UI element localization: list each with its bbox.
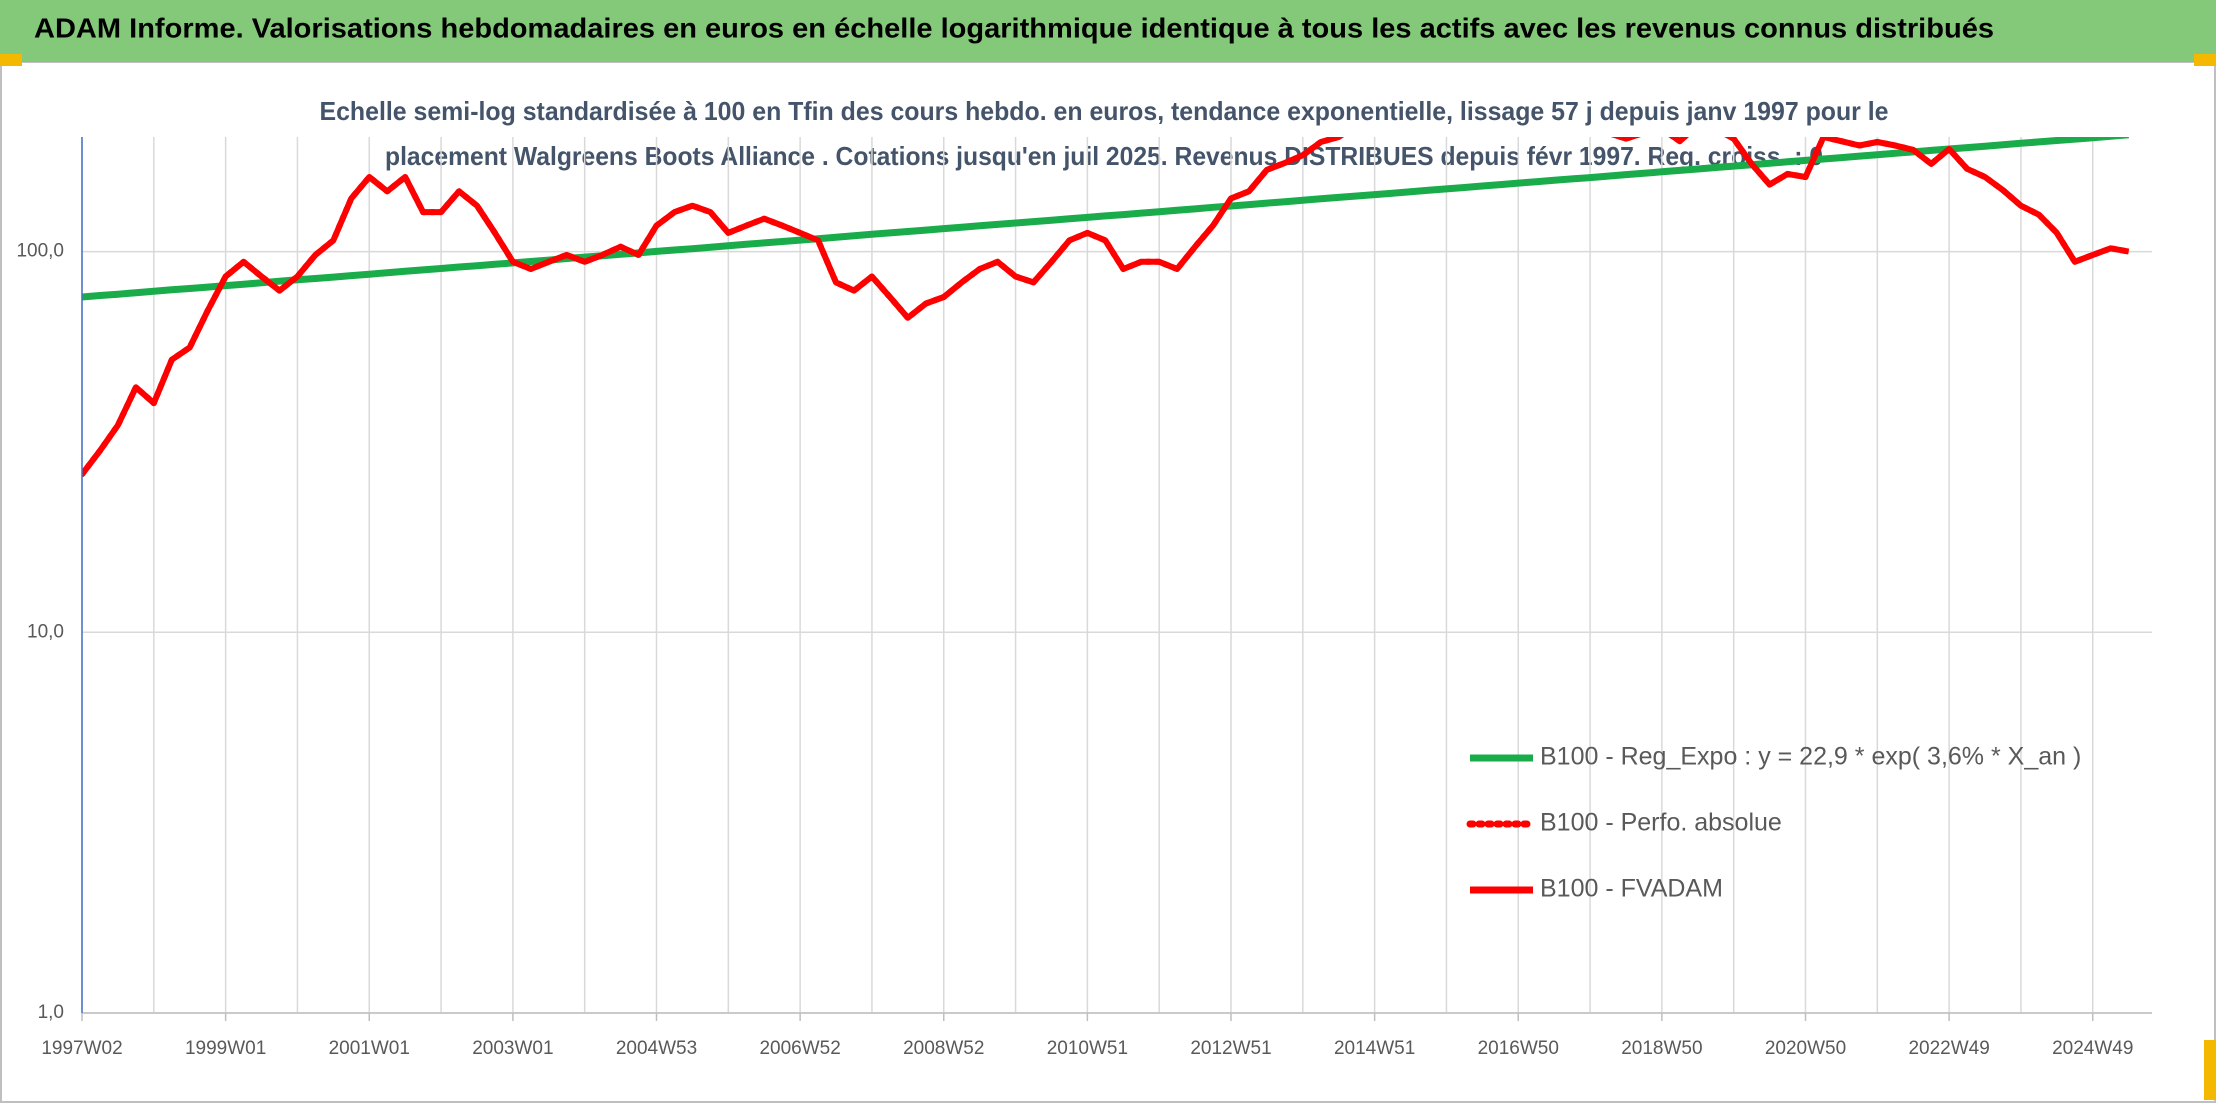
y-tick-label: 10,0: [27, 621, 64, 642]
legend-label: B100 - Perfo. absolue: [1540, 809, 1782, 837]
y-tick-label: 1,0: [38, 1002, 64, 1023]
x-tick-label: 2024W49: [2052, 1038, 2133, 1059]
x-tick-label: 2001W01: [329, 1038, 410, 1059]
corner-mark: [2204, 1040, 2216, 1100]
corner-mark: [2194, 54, 2216, 66]
series-line: [82, 137, 2129, 301]
legend-label: B100 - Reg_Expo : y = 22,9 * exp( 3,6% *…: [1540, 743, 2081, 771]
x-tick-label: 2004W53: [616, 1038, 697, 1059]
x-tick-label: 1997W02: [41, 1038, 122, 1059]
title-banner: [0, 0, 2216, 62]
chart-title: ADAM Informe. Valorisations hebdomadaire…: [34, 12, 1994, 43]
legend: B100 - Reg_Expo : y = 22,9 * exp( 3,6% *…: [1466, 743, 2081, 903]
x-tick-label: 2022W49: [1908, 1038, 1989, 1059]
x-tick-label: 2020W50: [1765, 1038, 1846, 1059]
x-tick-label: 2014W51: [1334, 1038, 1415, 1059]
corner-mark: [0, 54, 22, 66]
chart-subtitle: placement Walgreens Boots Alliance . Cot…: [385, 141, 1823, 171]
x-tick-label: 2010W51: [1047, 1038, 1128, 1059]
legend-label: B100 - FVADAM: [1540, 875, 1723, 903]
plot-area: [82, 137, 2132, 478]
x-tick-label: 2018W50: [1621, 1038, 1702, 1059]
x-tick-label: 2012W51: [1190, 1038, 1271, 1059]
x-tick-label: 2008W52: [903, 1038, 984, 1059]
x-tick-label: 2003W01: [472, 1038, 553, 1059]
series-line: [82, 137, 2130, 477]
x-tick-label: 2016W50: [1478, 1038, 1559, 1059]
x-tick-label: 1999W01: [185, 1038, 266, 1059]
chart-subtitle: Echelle semi-log standardisée à 100 en T…: [320, 96, 1889, 126]
axes: 1,0 10,0 100,0 1997W02 1999W01 2001W01 2003W01…: [16, 137, 2152, 1059]
y-tick-label: 100,0: [16, 241, 64, 262]
x-tick-label: 2006W52: [759, 1038, 840, 1059]
